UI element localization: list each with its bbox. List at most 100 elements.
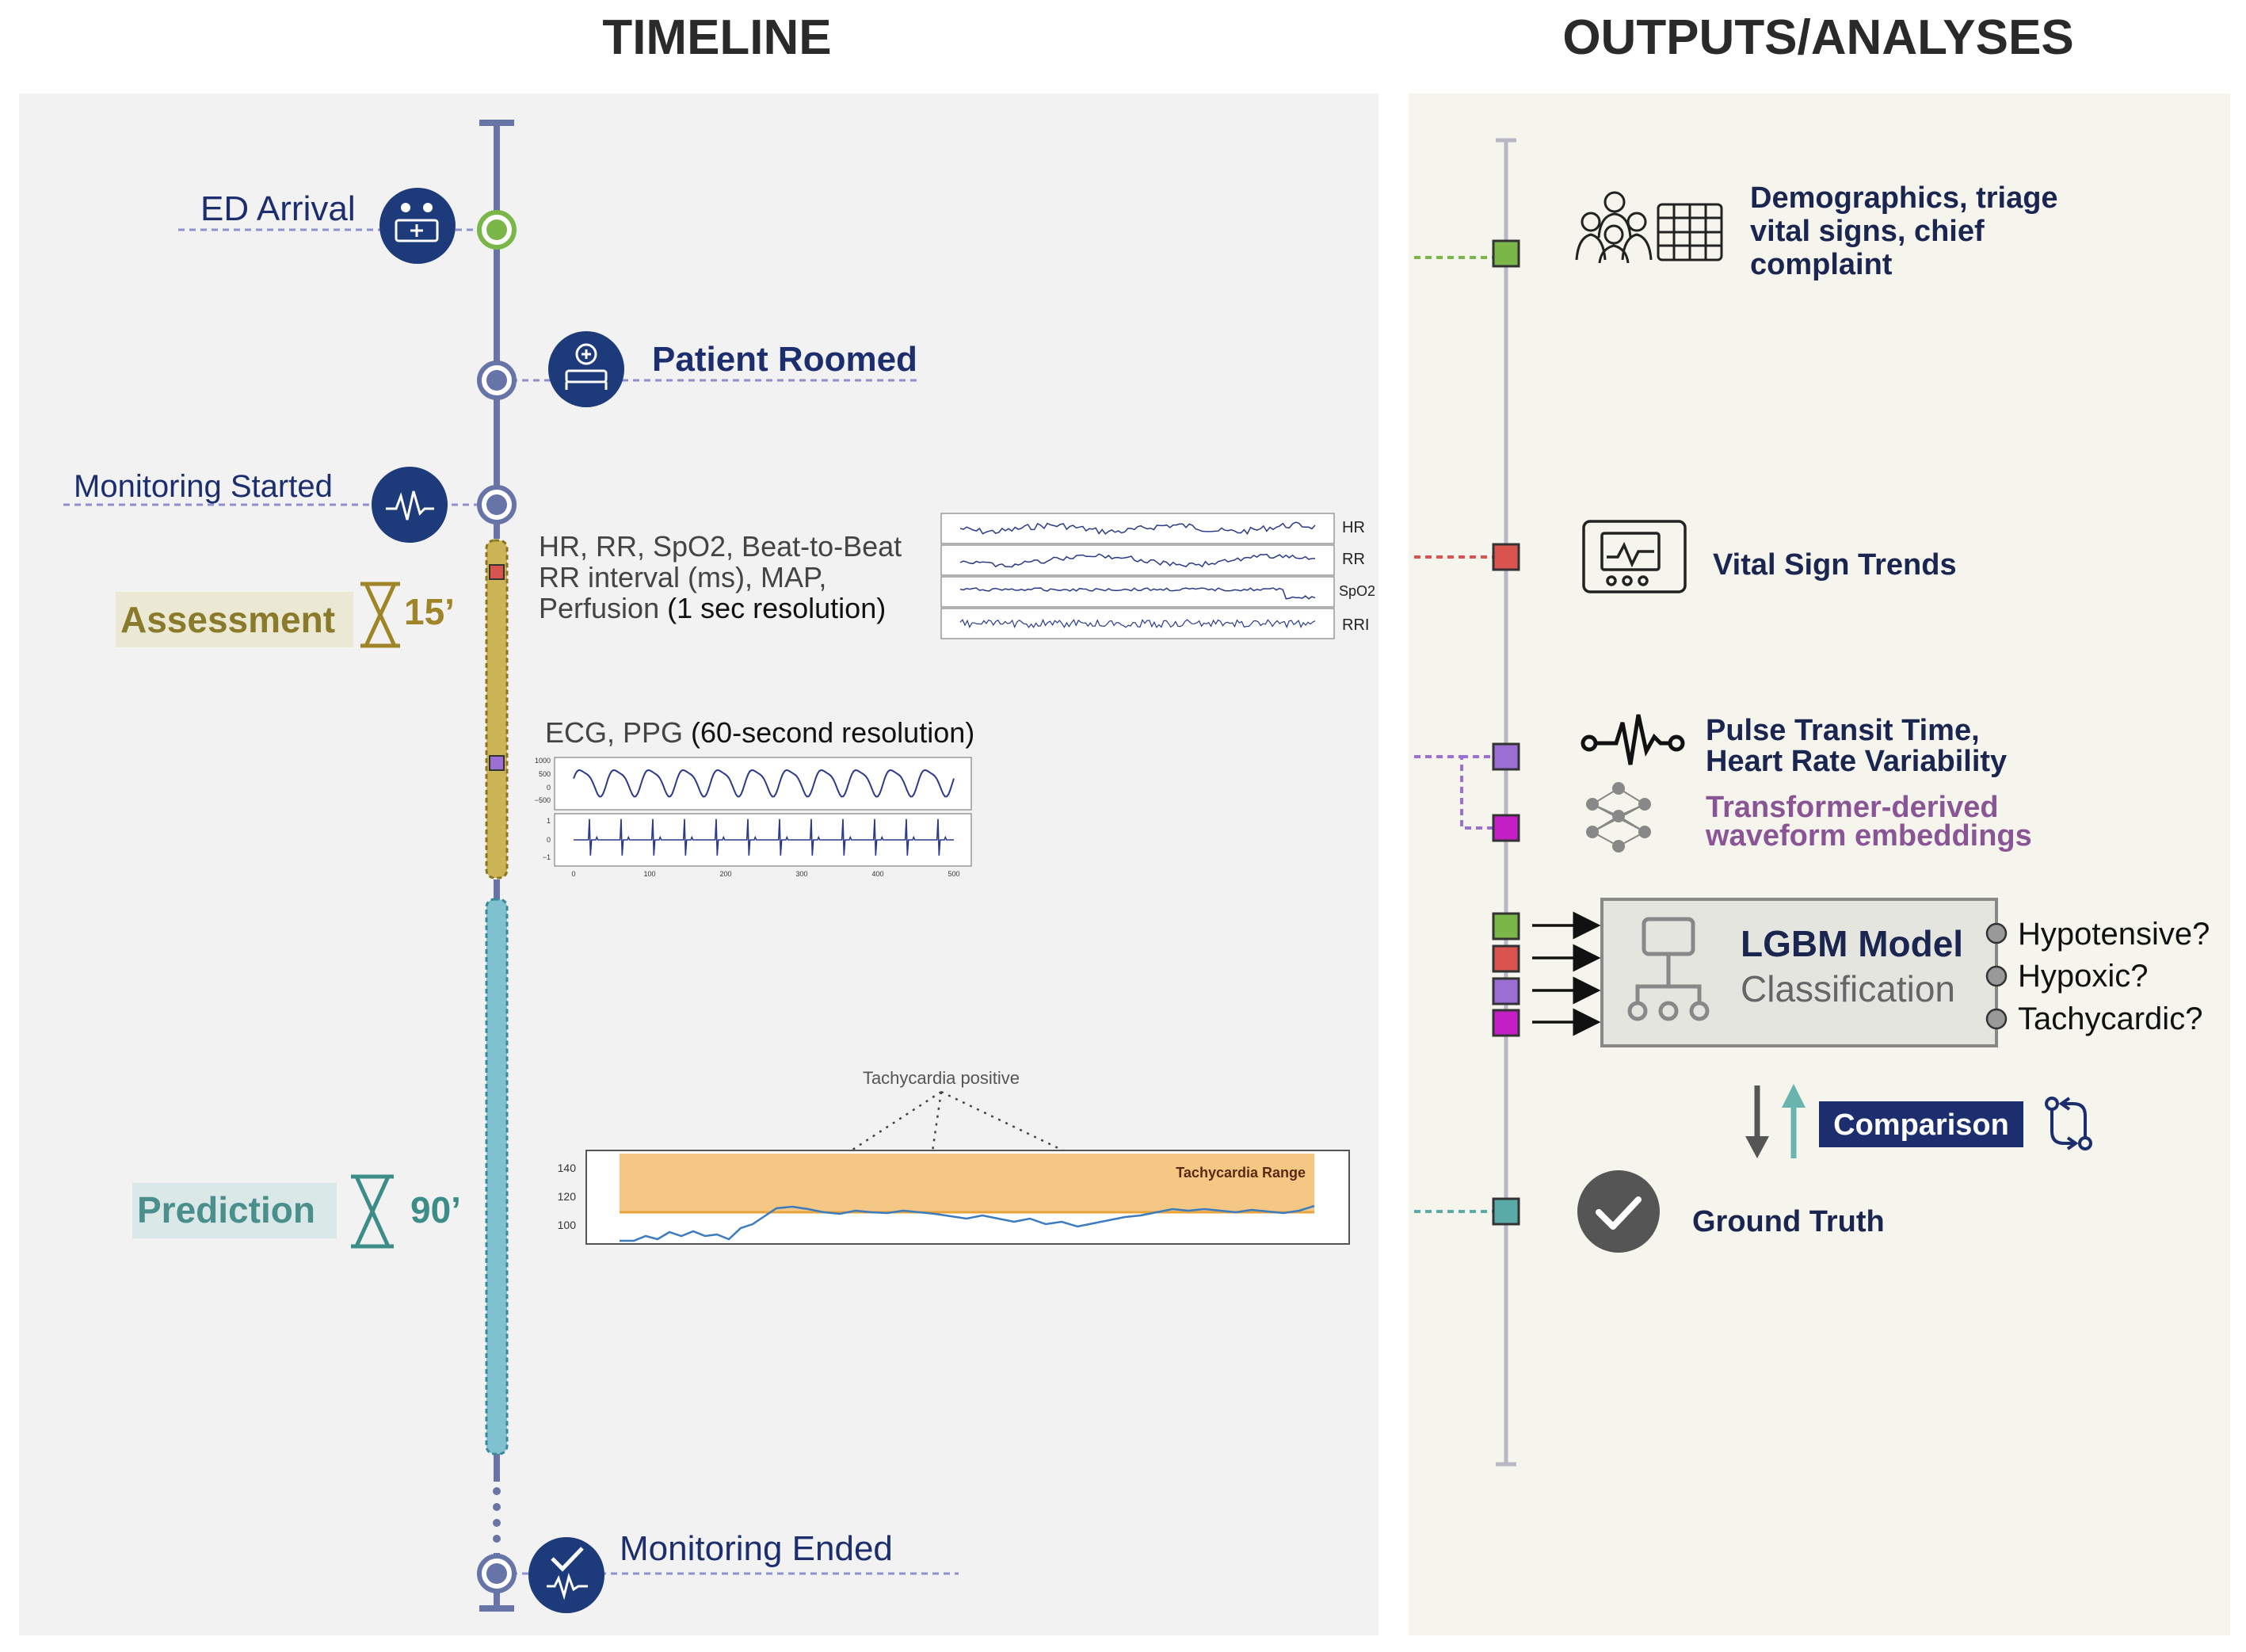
ground-truth-output: Ground Truth bbox=[1414, 1170, 1885, 1253]
ed-arrival-event: ED Arrival bbox=[178, 188, 517, 264]
rr-strip-label: RR bbox=[1342, 551, 1365, 568]
demographics-marker bbox=[1492, 239, 1520, 268]
waveform-icon bbox=[1581, 714, 1685, 765]
continuation-dot bbox=[493, 1519, 501, 1527]
monitor-icon bbox=[1582, 520, 1687, 593]
ecg-ytick: −1 bbox=[543, 853, 551, 861]
arrow-up-icon bbox=[1782, 1084, 1806, 1158]
ecg-ytick: 0 bbox=[547, 836, 551, 844]
assessment-duration: 15’ bbox=[404, 591, 455, 632]
ppg-trace bbox=[573, 769, 955, 798]
ptt-hrv-output: Pulse Transit Time, Heart Rate Variabili… bbox=[1414, 714, 2007, 830]
hourglass-icon bbox=[351, 1174, 394, 1249]
patient-roomed-label: Patient Roomed bbox=[652, 340, 917, 379]
hourglass-icon bbox=[360, 582, 400, 648]
prediction-bar bbox=[485, 898, 509, 1456]
assessment-phase: Assessment 15’ bbox=[116, 582, 455, 648]
continuation-dot bbox=[493, 1487, 501, 1495]
vitals-text-line1: HR, RR, SpO2, Beat-to-Beat bbox=[539, 530, 902, 563]
bed-icon bbox=[548, 331, 624, 407]
waveform-text-a: ECG, PPG bbox=[545, 716, 691, 749]
transformer-line1: Transformer-derived bbox=[1706, 791, 1999, 824]
assessment-bar bbox=[485, 539, 509, 879]
hr-strip-label: HR bbox=[1342, 519, 1365, 536]
vital-trends-label: Vital Sign Trends bbox=[1713, 548, 1957, 582]
spo2-strip bbox=[940, 576, 1335, 608]
tachy-ytick: 140 bbox=[558, 1162, 577, 1174]
ppg-ytick: 1000 bbox=[535, 757, 551, 765]
neural-network-icon bbox=[1586, 782, 1651, 853]
waveform-marker bbox=[489, 755, 505, 771]
ed-arrival-label: ED Arrival bbox=[200, 189, 356, 228]
ptt-hrv-marker bbox=[1492, 742, 1520, 771]
vitals-text-line3a: Perfusion bbox=[539, 592, 667, 624]
prediction-duration: 90’ bbox=[410, 1189, 461, 1230]
ecg-trace bbox=[574, 818, 954, 856]
wave-traces bbox=[573, 769, 955, 856]
swap-icon bbox=[2045, 1097, 2092, 1150]
input-marker-demographics bbox=[1492, 912, 1520, 940]
ptt-line2: Heart Rate Variability bbox=[1706, 745, 2007, 778]
ground-truth-label: Ground Truth bbox=[1692, 1205, 1885, 1238]
vital-trends-marker bbox=[1492, 543, 1520, 571]
ptt-line1: Pulse Transit Time, bbox=[1706, 714, 1980, 747]
vitals-text-line3: Perfusion (1 sec resolution) bbox=[539, 592, 886, 624]
ecg-ytick: 1 bbox=[547, 817, 551, 825]
ground-truth-marker bbox=[1492, 1197, 1520, 1226]
vitals-marker bbox=[489, 564, 505, 580]
ecg-xtick: 400 bbox=[871, 870, 883, 878]
outputs-axis bbox=[1496, 138, 1516, 1467]
waveform-description: ECG, PPG (60-second resolution) bbox=[545, 716, 974, 749]
demographics-line3: complaint bbox=[1750, 248, 1893, 281]
demographics-output: Demographics, triage vital signs, chief … bbox=[1414, 181, 2058, 281]
ppg-ytick: −500 bbox=[535, 796, 551, 804]
rri-trace bbox=[959, 618, 1316, 629]
ecg-xtick: 500 bbox=[948, 870, 959, 878]
timeline-header: TIMELINE bbox=[602, 10, 831, 65]
monitoring-ended-label: Monitoring Ended bbox=[620, 1529, 893, 1568]
class-tachycardic: Tachycardic? bbox=[2018, 1002, 2202, 1036]
outputs-panel bbox=[1409, 93, 2230, 1635]
lgbm-subtitle: Classification bbox=[1741, 968, 1955, 1009]
monitoring-started-label: Monitoring Started bbox=[74, 469, 333, 504]
waveform-plots: 1000 500 0 −500 1 0 −1 0 100 200 300 400 500 bbox=[535, 757, 972, 878]
tachycardia-range-label: Tachycardia Range bbox=[1176, 1165, 1306, 1181]
class-bullet bbox=[1985, 965, 2008, 987]
ppg-ytick: 500 bbox=[539, 770, 551, 778]
ppg-ytick: 0 bbox=[547, 784, 551, 792]
ppg-plot bbox=[554, 757, 972, 811]
demographics-line2: vital signs, chief bbox=[1750, 215, 1985, 248]
comparison: Comparison bbox=[1745, 1084, 2092, 1158]
input-marker-ptt bbox=[1492, 977, 1520, 1005]
tachy-ytick: 120 bbox=[558, 1190, 577, 1203]
vitals-traces bbox=[959, 521, 1316, 629]
tachycardia-range-band bbox=[620, 1154, 1314, 1212]
tachycardia-annotation: Tachycardia positive bbox=[863, 1068, 1020, 1088]
patient-roomed-event: Patient Roomed bbox=[477, 331, 919, 407]
input-marker-vitals bbox=[1492, 944, 1520, 973]
transformer-marker bbox=[1492, 814, 1520, 842]
ecg-xtick: 100 bbox=[643, 870, 655, 878]
arrow-down-icon bbox=[1745, 1085, 1769, 1158]
class-hypoxic: Hypoxic? bbox=[2018, 959, 2149, 994]
transformer-line2: waveform embeddings bbox=[1705, 819, 2032, 853]
vitals-text-line2: RR interval (ms), MAP, bbox=[539, 561, 826, 593]
waveform-text-b: (60-second resolution) bbox=[691, 716, 974, 749]
ecg-xtick: 300 bbox=[795, 870, 807, 878]
transformer-output: Transformer-derived waveform embeddings bbox=[1492, 782, 2032, 853]
demographics-line1: Demographics, triage bbox=[1750, 181, 2058, 215]
lgbm-title: LGBM Model bbox=[1741, 923, 1963, 964]
people-icon bbox=[1575, 191, 1653, 264]
comparison-label: Comparison bbox=[1833, 1108, 2009, 1142]
lgbm-model-box: LGBM Model Classification bbox=[1600, 898, 1998, 1047]
classification-outputs: Hypotensive? Hypoxic? Tachycardic? bbox=[1985, 917, 2210, 1036]
outputs-header: OUTPUTS/ANALYSES bbox=[1562, 10, 2073, 65]
rr-trace bbox=[959, 553, 1316, 568]
input-marker-transformer bbox=[1492, 1009, 1520, 1037]
rr-strip bbox=[940, 544, 1335, 576]
rri-strip-label: RRI bbox=[1342, 616, 1369, 634]
class-bullet bbox=[1985, 1008, 2008, 1030]
assessment-label: Assessment bbox=[120, 599, 335, 640]
ecg-xtick: 0 bbox=[571, 870, 575, 878]
model-inputs bbox=[1492, 911, 1601, 1037]
